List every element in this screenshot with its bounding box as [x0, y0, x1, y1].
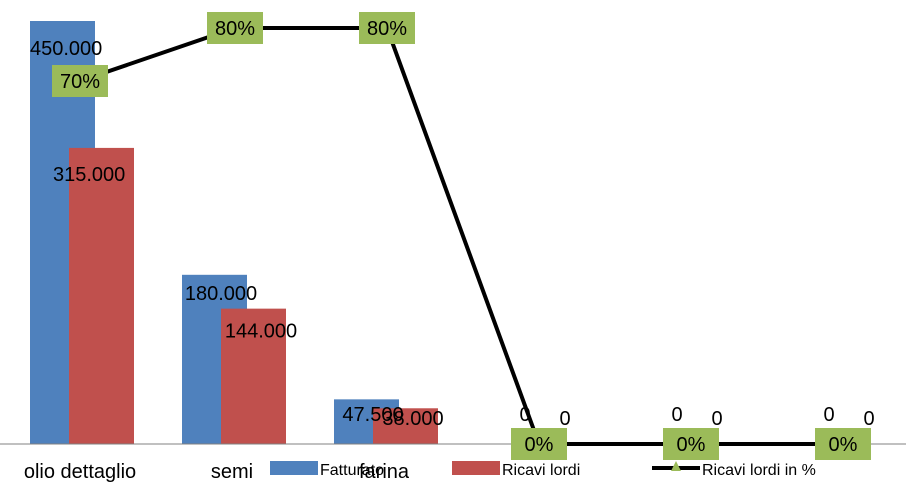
legend-marker-icon	[671, 461, 681, 471]
legend-label-0: Fatturato	[320, 462, 384, 479]
x-tick-label-2: farina	[359, 461, 410, 483]
x-tick-labels: olio dettaglio semi farina	[24, 461, 410, 483]
data-label-ricavi-lordi-0: 315.000	[53, 164, 125, 186]
legend-label-1: Ricavi lordi	[502, 462, 580, 479]
pct-label-0: 70%	[60, 71, 100, 93]
x-tick-label-0: olio dettaglio	[24, 461, 136, 483]
pct-label-1: 80%	[215, 18, 255, 40]
data-label-ricavi-lordi-3: 0	[559, 408, 570, 430]
pct-label-box-4	[663, 428, 719, 460]
pct-label-box-2	[359, 12, 415, 44]
pct-label-box-5	[815, 428, 871, 460]
legend-swatch-1	[452, 461, 500, 475]
pct-label-3: 0%	[525, 434, 554, 456]
legend: Fatturato Ricavi lordi Ricavi lordi in %	[270, 461, 816, 479]
pct-label-box-1	[207, 12, 263, 44]
x-tick-label-1: semi	[211, 461, 253, 483]
bar-ricavi-lordi-2	[373, 408, 438, 444]
legend-label-2: Ricavi lordi in %	[702, 462, 816, 479]
data-label-fatturato-4: 0	[671, 404, 682, 426]
pct-label-4: 0%	[677, 434, 706, 456]
data-label-ricavi-lordi-2: 38.000	[382, 408, 443, 430]
data-label-ricavi-lordi-5: 0	[863, 408, 874, 430]
pct-label-box-3	[511, 428, 567, 460]
data-label-fatturato-1: 180.000	[185, 283, 257, 305]
pct-label-box-0	[52, 65, 108, 97]
data-label-ricavi-lordi-1: 144.000	[225, 321, 297, 343]
data-label-fatturato-0: 450.000	[30, 38, 102, 60]
data-label-fatturato-5: 0	[823, 404, 834, 426]
data-label-fatturato-3: 0	[519, 404, 530, 426]
data-label-layer: 450.000 315.000 180.000 144.000 47.50038.000…	[30, 12, 875, 460]
data-label-ricavi-lordi-4: 0	[711, 408, 722, 430]
pct-label-2: 80%	[367, 18, 407, 40]
bar-ricavi-lordi-0	[69, 147, 134, 444]
pct-label-5: 0%	[829, 434, 858, 456]
bar-ricavi-lordi-1	[221, 308, 286, 444]
legend-swatch-0	[270, 461, 318, 475]
data-label-fatturato-2: 47.500	[342, 404, 403, 426]
